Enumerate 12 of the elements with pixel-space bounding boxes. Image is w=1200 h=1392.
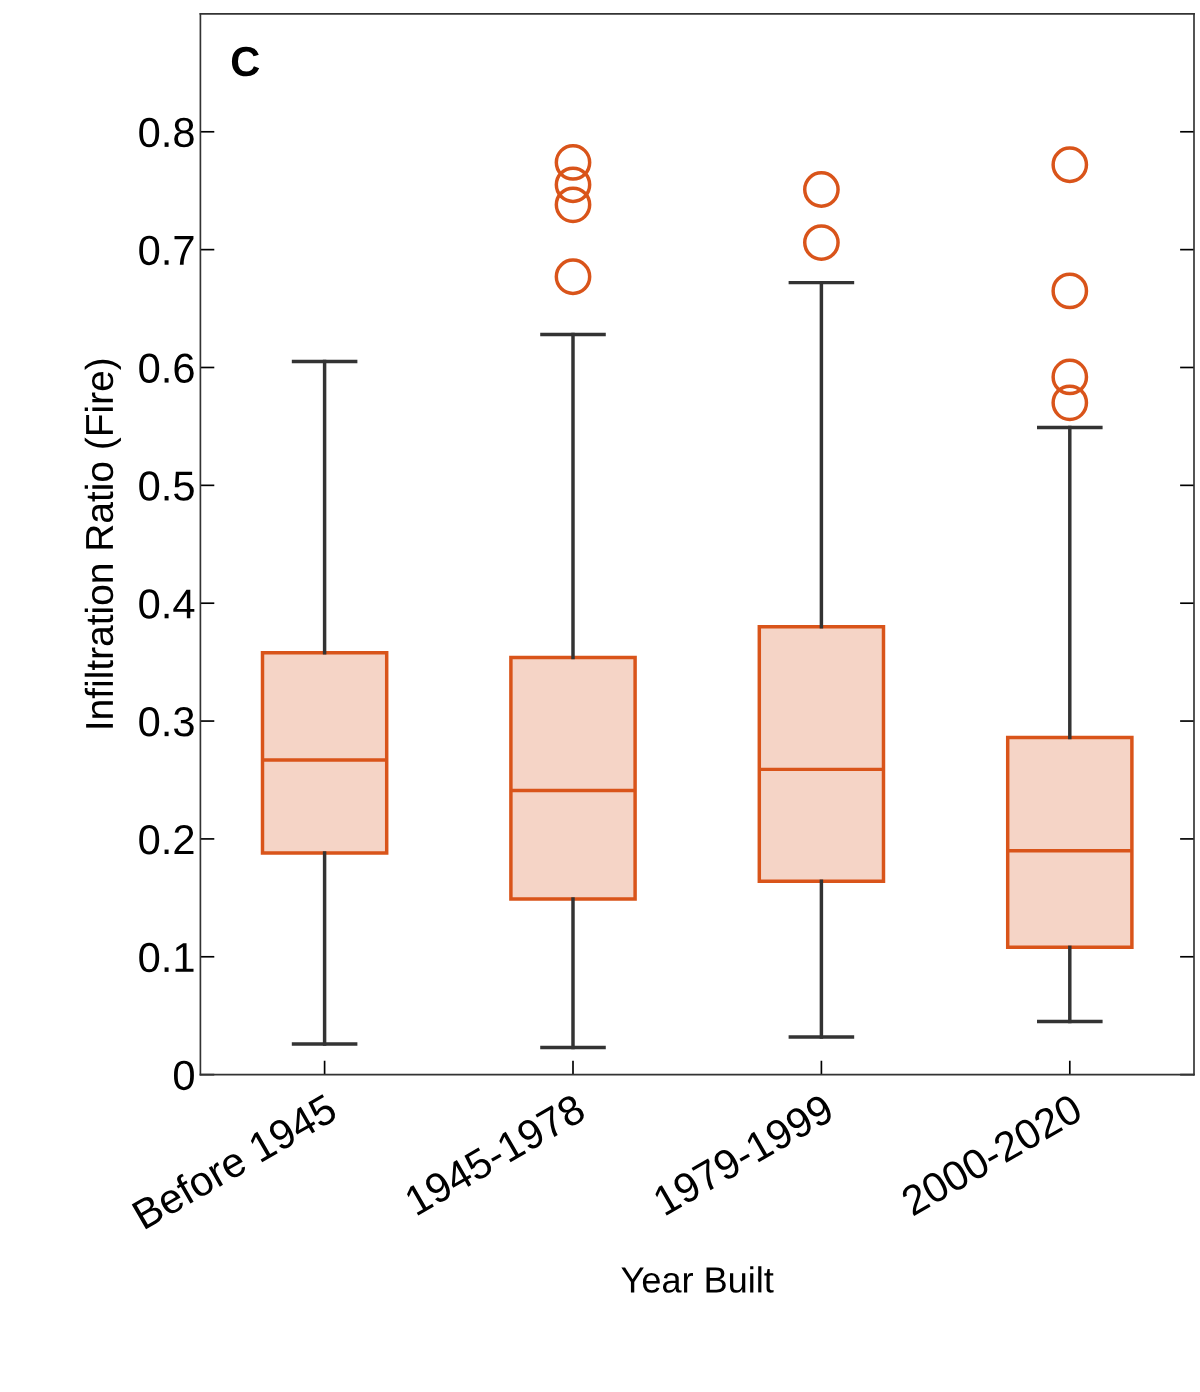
y-tick-label: 0.6 <box>139 353 194 383</box>
y-tick-label: 0.8 <box>139 117 194 148</box>
y-tick-label: 0 <box>174 1060 194 1091</box>
y-tick-label: 0.7 <box>139 235 194 266</box>
y-tick-label: 0.2 <box>139 824 194 855</box>
y-tick-label: 0.1 <box>139 942 194 973</box>
x-axis-title: Year Built <box>621 1266 774 1293</box>
y-tick-label: 0.5 <box>139 471 194 501</box>
y-tick-label: 0.3 <box>139 707 194 737</box>
y-axis-title: Infiltration Ratio (Fire) <box>84 359 121 728</box>
annotation: C <box>231 46 260 77</box>
y-tick-label: 0.4 <box>139 589 195 619</box>
